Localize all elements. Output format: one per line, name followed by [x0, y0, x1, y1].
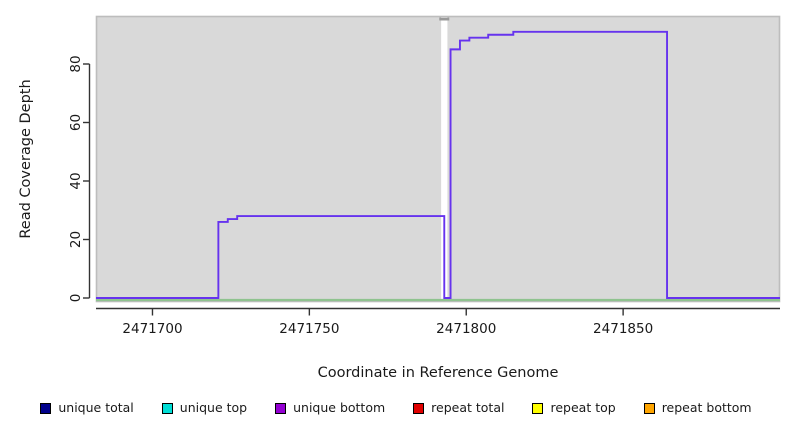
plot-panel-background [96, 16, 780, 302]
legend-item-label: repeat top [550, 399, 616, 415]
y-tick-label: 20 [68, 231, 84, 248]
legend-swatch-icon [275, 402, 287, 414]
y-axis-title: Read Coverage Depth [18, 79, 34, 238]
series-line-unique-bottom [96, 30, 780, 299]
x-tick-label: 2471850 [593, 321, 653, 337]
legend-item-label: repeat bottom [661, 399, 752, 415]
legend-swatch-icon [161, 402, 173, 414]
x-axis-title: Coordinate in Reference Genome [318, 365, 559, 381]
legend-item-label: unique top [179, 399, 248, 415]
legend-item-label: unique bottom [293, 399, 386, 415]
legend-swatch-icon [643, 402, 655, 414]
legend-item-label: repeat total [431, 399, 505, 415]
y-axis-ticks: 0 20 40 60 80 [68, 55, 90, 302]
legend-item-unique-top[interactable]: unique top [161, 399, 248, 415]
legend-item-unique-bottom[interactable]: unique bottom [275, 399, 386, 415]
x-tick-label: 2471750 [279, 321, 339, 337]
legend-swatch-icon [40, 402, 52, 414]
y-tick-label: 0 [68, 294, 84, 303]
y-axis: 0 20 40 60 80 [68, 55, 91, 302]
x-axis: 2471700 2471750 2471800 2471850 [96, 307, 780, 337]
legend-item-unique-total[interactable]: unique total [40, 399, 134, 415]
masked-region-band [441, 17, 448, 301]
legend-swatch-icon [532, 402, 544, 414]
masked-region-rect [441, 17, 448, 301]
legend-item-label: unique total [58, 399, 134, 415]
x-tick-label: 2471700 [122, 321, 182, 337]
y-tick-label: 40 [68, 172, 84, 189]
legend-item-repeat-total[interactable]: repeat total [413, 399, 505, 415]
y-tick-label: 60 [68, 114, 84, 131]
legend: unique total unique top unique bottom repea… [0, 396, 792, 420]
top-marker-tick [439, 17, 450, 21]
x-tick-label: 2471800 [436, 321, 496, 337]
coverage-series-group [96, 30, 780, 299]
top-edge-marker [439, 17, 450, 21]
legend-item-repeat-top[interactable]: repeat top [532, 399, 616, 415]
plot-panel-border [95, 15, 781, 303]
legend-item-repeat-bottom[interactable]: repeat bottom [643, 399, 752, 415]
y-tick-label: 80 [68, 55, 84, 72]
legend-swatch-icon [413, 402, 425, 414]
x-axis-ticks: 2471700 2471750 2471800 2471850 [122, 308, 653, 337]
